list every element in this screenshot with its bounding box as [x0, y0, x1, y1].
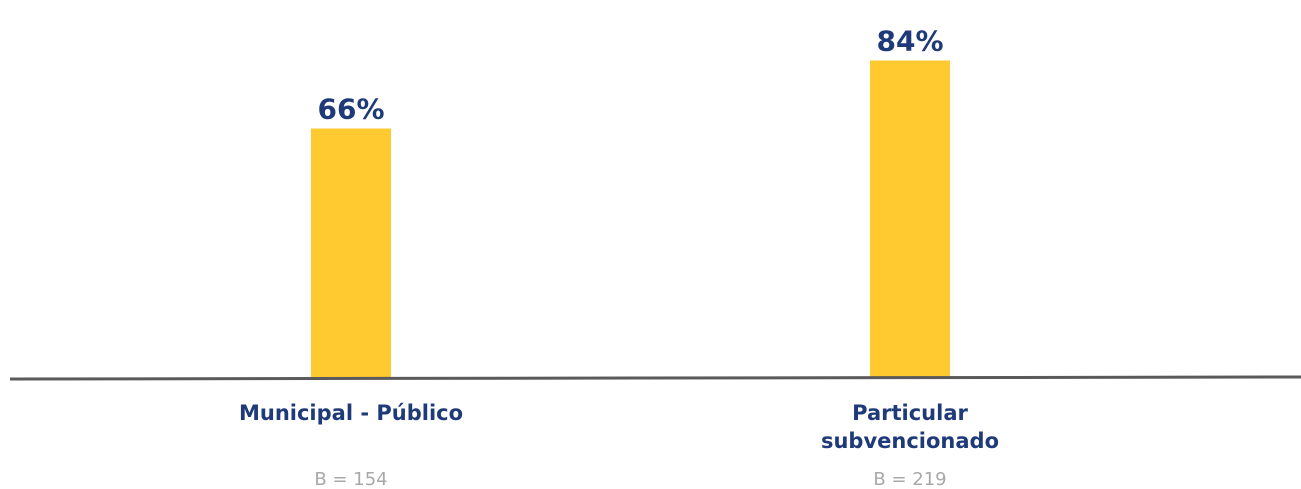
bar-1 [311, 128, 391, 378]
category-label-2: Particular subvencionado [821, 401, 999, 453]
x-axis-line [9, 375, 1301, 381]
bar-2 [870, 60, 950, 378]
value-label-2: 84% [876, 24, 943, 57]
base-label-1: B = 154 [314, 469, 387, 489]
value-label-1: 66% [317, 93, 384, 126]
value-labels: 66% 84% [317, 24, 943, 125]
bar-series [311, 60, 950, 378]
category-labels: Municipal - Público Particular subvenciona… [239, 401, 999, 453]
base-labels: B = 154 B = 219 [314, 469, 946, 489]
base-label-2: B = 219 [873, 469, 946, 489]
category-label-1: Municipal - Público [239, 401, 463, 425]
